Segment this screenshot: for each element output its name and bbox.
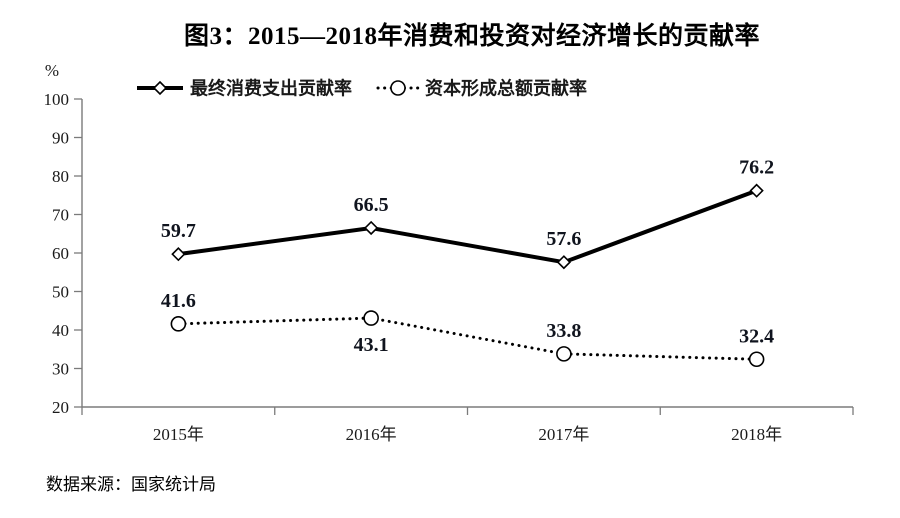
data-point-marker-1-1 — [363, 310, 379, 326]
data-point-marker-0-1 — [363, 220, 379, 236]
data-point-label-0-3: 76.2 — [739, 157, 774, 179]
data-point-label-1-2: 33.8 — [546, 320, 581, 342]
data-point-marker-1-0 — [170, 316, 187, 332]
y-tick-label: 50 — [52, 283, 69, 302]
y-tick-label: 60 — [52, 244, 69, 263]
series-line-1 — [176, 316, 759, 361]
data-point-marker-0-3 — [749, 183, 764, 198]
data-source-note: 数据来源：国家统计局 — [46, 475, 216, 494]
y-tick-label: 20 — [52, 398, 69, 417]
data-point-label-0-0: 59.7 — [161, 220, 196, 242]
data-point-marker-0-2 — [556, 255, 572, 270]
legend-label-capital: 资本形成总额贡献率 — [425, 78, 587, 99]
series-line-0 — [178, 188, 758, 265]
x-tick-label: 2015年 — [153, 425, 204, 444]
data-point-label-1-0: 41.6 — [161, 290, 196, 312]
data-point-label-0-1: 66.5 — [354, 194, 389, 216]
data-point-marker-0-0 — [171, 247, 186, 262]
data-point-label-1-1: 43.1 — [354, 334, 389, 356]
y-tick-label: 30 — [52, 360, 69, 379]
y-axis-unit-label: % — [45, 61, 59, 80]
data-point-marker-1-3 — [748, 351, 765, 368]
y-tick-label: 100 — [44, 90, 70, 109]
legend-circle-marker-icon — [390, 80, 406, 96]
legend-label-consumption: 最终消费支出贡献率 — [190, 78, 352, 99]
data-point-marker-1-2 — [556, 346, 572, 362]
y-tick-label: 40 — [52, 321, 69, 340]
x-tick-label: 2016年 — [346, 425, 397, 444]
x-tick-label: 2018年 — [731, 425, 782, 444]
legend-diamond-marker-icon — [152, 80, 168, 96]
y-tick-label: 80 — [52, 167, 69, 186]
data-point-label-1-3: 32.4 — [739, 325, 774, 347]
data-point-label-0-2: 57.6 — [546, 228, 581, 250]
x-tick-label: 2017年 — [538, 425, 589, 444]
y-tick-label: 90 — [52, 129, 69, 148]
y-tick-label: 70 — [52, 206, 69, 225]
chart-title: 图3：2015—2018年消费和投资对经济增长的贡献率 — [183, 23, 760, 50]
